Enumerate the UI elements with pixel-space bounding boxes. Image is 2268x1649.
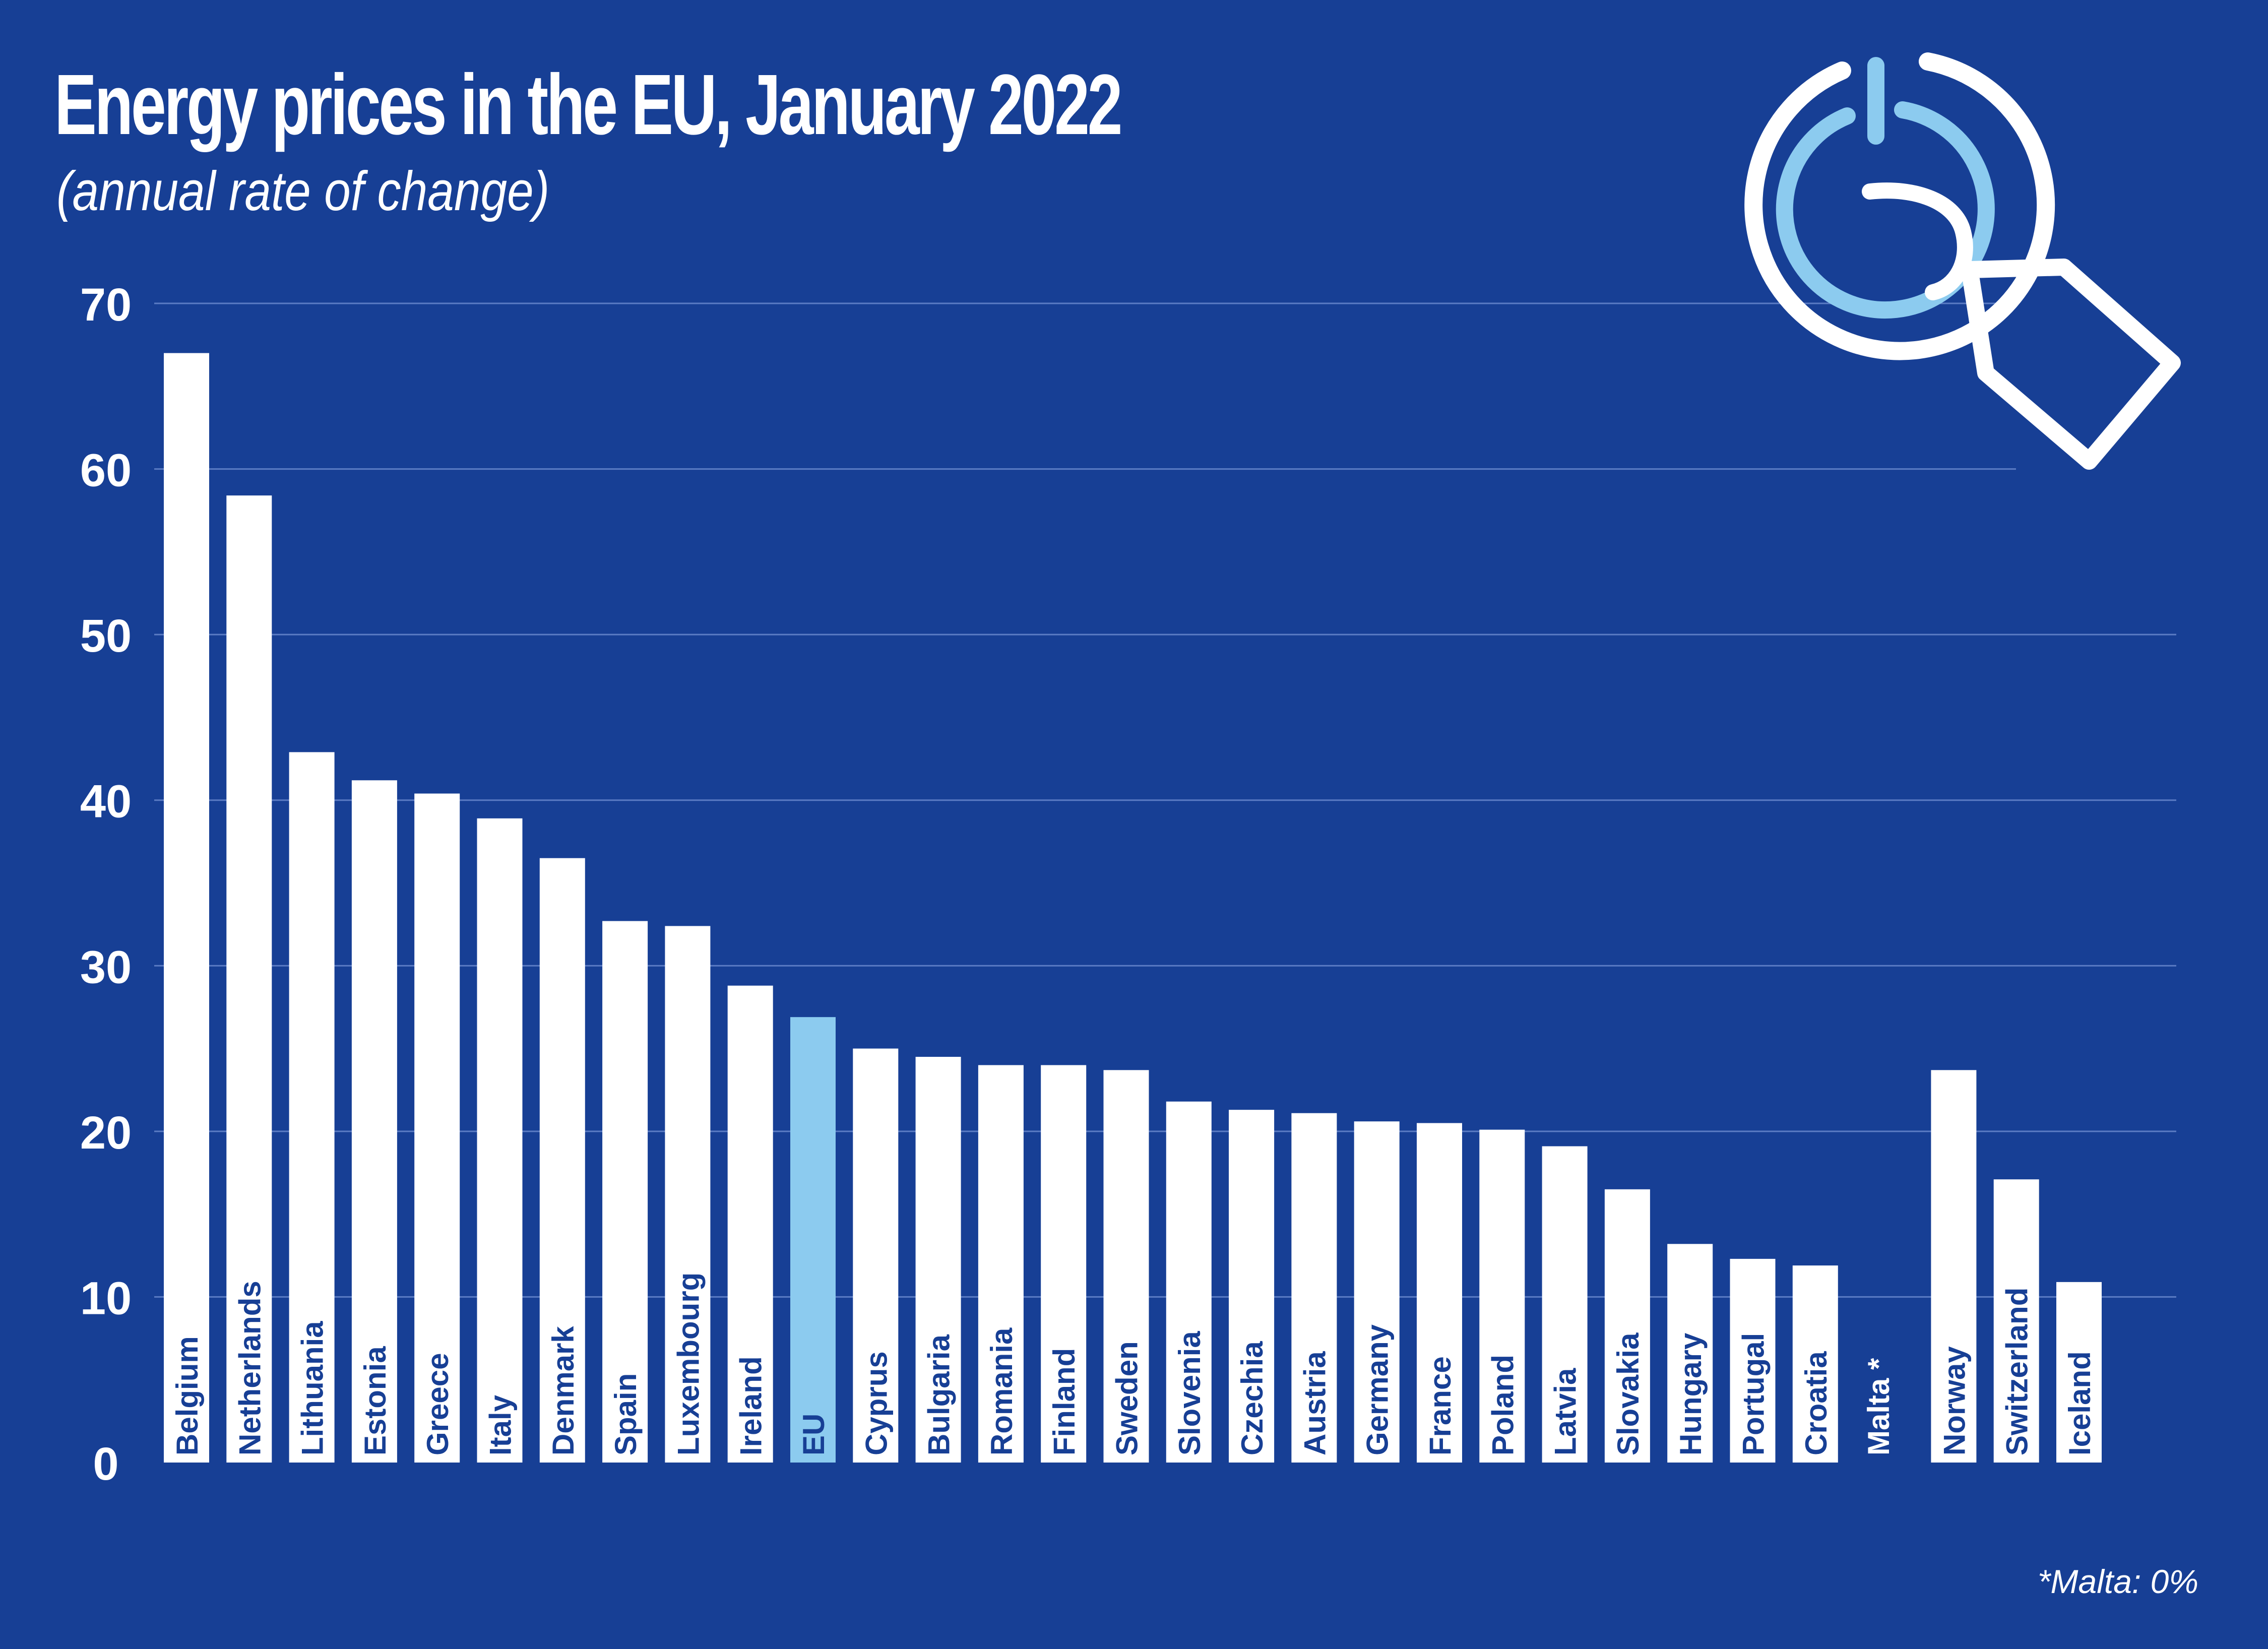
y-tick-label: 50 <box>80 610 132 662</box>
category-label: Czechia <box>1235 1341 1269 1455</box>
power-ring-inner <box>1776 101 1995 319</box>
bar-greece <box>414 793 460 1463</box>
bar-belgium <box>164 353 209 1463</box>
bar-sweden <box>1103 1070 1149 1463</box>
bar-hungary <box>1667 1244 1713 1463</box>
y-axis-tick-labels: 0 10 20 30 40 50 60 70 <box>80 279 132 1490</box>
bar-slovenia <box>1166 1101 1212 1463</box>
category-label: Germany <box>1361 1324 1395 1455</box>
tag-string <box>1862 182 1973 300</box>
y-tick-label: 60 <box>80 445 132 496</box>
footnote: *Malta: 0% <box>2037 1563 2198 1600</box>
category-label: Poland <box>1486 1355 1520 1455</box>
y-tick-label: 40 <box>80 776 132 828</box>
category-label: Cyprus <box>859 1351 893 1455</box>
chart-title: Energy prices in the EU, January 2022 <box>54 57 1123 153</box>
category-label: Portugal <box>1737 1333 1771 1455</box>
bar-ireland <box>727 985 773 1463</box>
category-label: Belgium <box>170 1336 204 1455</box>
bar-switzerland <box>1993 1179 2039 1463</box>
category-label: Latvia <box>1549 1368 1583 1455</box>
bars <box>164 353 2102 1463</box>
category-label: Spain <box>609 1373 643 1455</box>
price-tag <box>1961 259 2181 470</box>
category-label: Norway <box>1937 1346 1971 1455</box>
category-label: Slovenia <box>1173 1331 1207 1455</box>
power-ring-outer <box>1744 52 2055 360</box>
bar-czechia <box>1229 1110 1275 1463</box>
bar-iceland <box>2056 1282 2102 1463</box>
category-label: Lithuania <box>296 1321 330 1455</box>
bar-austria <box>1291 1113 1337 1463</box>
category-label: Hungary <box>1674 1333 1708 1455</box>
category-label: Romania <box>985 1327 1019 1455</box>
bar-estonia <box>351 780 397 1463</box>
bar-netherlands <box>226 495 272 1463</box>
bar-norway <box>1931 1070 1977 1463</box>
category-label: Italy <box>484 1394 518 1455</box>
category-label: Slovakia <box>1611 1333 1645 1455</box>
bar-spain <box>602 921 648 1463</box>
bar-france <box>1417 1123 1462 1463</box>
category-label: Switzerland <box>2000 1288 2034 1455</box>
y-tick-label: 70 <box>80 279 132 331</box>
category-label: Luxembourg <box>671 1273 705 1455</box>
chart-subtitle: (annual rate of change) <box>56 160 550 222</box>
bar-slovakia <box>1604 1189 1650 1463</box>
category-label: Estonia <box>358 1346 392 1455</box>
bar-italy <box>477 818 523 1463</box>
category-label: EU <box>797 1414 831 1455</box>
category-label: Croatia <box>1799 1351 1833 1455</box>
bar-finland <box>1041 1065 1087 1463</box>
category-label: Netherlands <box>233 1281 267 1455</box>
bar-romania <box>978 1065 1024 1463</box>
category-label: Malta * <box>1862 1358 1896 1455</box>
y-tick-label: 0 <box>93 1438 118 1490</box>
bar-cyprus <box>853 1048 899 1463</box>
category-label: Finland <box>1047 1348 1081 1455</box>
category-label: France <box>1423 1356 1457 1455</box>
bar-lithuania <box>289 752 335 1463</box>
category-label: Denmark <box>546 1326 580 1455</box>
bar-category-labels: Belgium Netherlands Lithuania Estonia Greece… <box>170 1273 2097 1455</box>
category-label: Austria <box>1298 1351 1332 1455</box>
bar-croatia <box>1792 1265 1838 1463</box>
category-label: Greece <box>421 1353 455 1456</box>
bar-poland <box>1479 1129 1525 1463</box>
bar-eu <box>790 1017 836 1463</box>
y-tick-label: 10 <box>80 1273 132 1324</box>
bar-luxembourg <box>665 926 711 1463</box>
category-label: Iceland <box>2063 1351 2097 1455</box>
category-label: Ireland <box>734 1356 768 1455</box>
bar-bulgaria <box>915 1057 961 1463</box>
bar-denmark <box>539 858 585 1463</box>
y-tick-label: 30 <box>80 941 132 993</box>
bar-germany <box>1354 1121 1400 1463</box>
category-label: Bulgaria <box>922 1334 956 1455</box>
bar-portugal <box>1730 1258 1776 1463</box>
power-price-tag-icon <box>1744 52 2181 470</box>
category-label: Sweden <box>1110 1341 1144 1455</box>
bar-latvia <box>1542 1146 1588 1463</box>
y-tick-label: 20 <box>80 1107 132 1159</box>
